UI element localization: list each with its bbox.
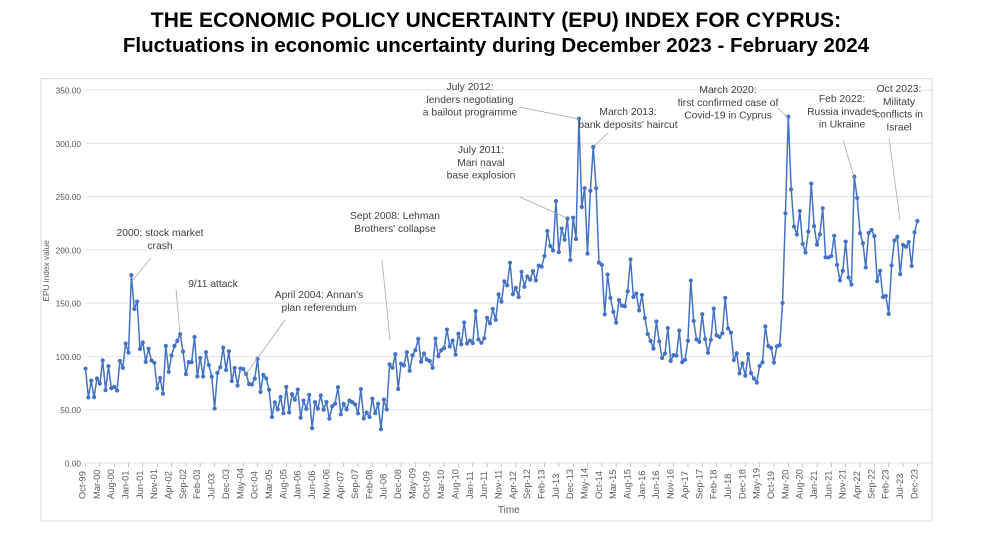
svg-text:March 2013:: March 2013: [599, 107, 656, 118]
svg-text:Sep-07: Sep-07 [350, 469, 360, 499]
svg-text:May-19: May-19 [752, 468, 762, 499]
svg-text:Time: Time [498, 505, 520, 516]
svg-text:50.00: 50.00 [60, 405, 81, 415]
svg-text:Jul-13: Jul-13 [551, 474, 561, 499]
svg-text:a bailout programme: a bailout programme [423, 108, 518, 119]
svg-text:base explosion: base explosion [447, 171, 516, 182]
svg-text:0.00: 0.00 [65, 459, 82, 469]
svg-text:Nov-01: Nov-01 [149, 469, 159, 499]
svg-text:crash: crash [147, 241, 172, 252]
svg-text:Oct-04: Oct-04 [250, 471, 260, 499]
svg-text:2000: stock market: 2000: stock market [117, 228, 204, 239]
svg-text:May-04: May-04 [235, 468, 245, 499]
svg-text:Oct-19: Oct-19 [766, 471, 776, 499]
svg-text:Mar-05: Mar-05 [264, 470, 274, 499]
svg-text:Jan-01: Jan-01 [121, 471, 131, 499]
svg-text:Sep-22: Sep-22 [866, 469, 876, 499]
svg-text:Aug-20: Aug-20 [795, 469, 805, 499]
svg-text:Brothers' collapse: Brothers' collapse [354, 224, 436, 235]
svg-text:Feb-23: Feb-23 [881, 470, 891, 499]
svg-text:Jun-21: Jun-21 [823, 471, 833, 499]
svg-text:350.00: 350.00 [56, 86, 82, 96]
svg-text:plan referendum: plan referendum [282, 303, 357, 314]
svg-text:Israel: Israel [886, 122, 911, 133]
svg-text:Nov-16: Nov-16 [666, 469, 676, 499]
svg-text:Jan-06: Jan-06 [293, 471, 303, 499]
svg-text:Jan-21: Jan-21 [809, 471, 819, 499]
svg-text:lenders negotiating: lenders negotiating [426, 95, 513, 106]
svg-text:100.00: 100.00 [56, 352, 82, 362]
svg-text:Militaty: Militaty [883, 97, 916, 108]
svg-text:Dec-13: Dec-13 [565, 469, 575, 499]
svg-text:Jun-11: Jun-11 [479, 471, 489, 499]
svg-text:Mar-00: Mar-00 [92, 470, 102, 499]
svg-text:Jan-11: Jan-11 [465, 471, 475, 499]
svg-text:Apr-12: Apr-12 [508, 471, 518, 499]
svg-text:Jun-06: Jun-06 [307, 471, 317, 499]
svg-text:Apr-22: Apr-22 [852, 471, 862, 499]
svg-text:conflicts in: conflicts in [875, 110, 923, 121]
svg-text:Jul-03: Jul-03 [207, 474, 217, 499]
svg-text:Jul-18: Jul-18 [723, 474, 733, 499]
svg-text:Nov-21: Nov-21 [838, 469, 848, 499]
svg-text:Feb-13: Feb-13 [536, 470, 546, 499]
svg-text:July 2012:: July 2012: [447, 82, 494, 93]
svg-text:Oct-09: Oct-09 [422, 471, 432, 499]
svg-text:Feb-08: Feb-08 [364, 470, 374, 499]
svg-text:Oct 2023:: Oct 2023: [877, 84, 922, 95]
svg-text:Sept 2008: Lehman: Sept 2008: Lehman [350, 211, 440, 222]
svg-text:Mari naval: Mari naval [457, 158, 505, 169]
svg-text:Nov-06: Nov-06 [321, 469, 331, 499]
svg-text:Aug-05: Aug-05 [278, 469, 288, 499]
svg-text:Sep-12: Sep-12 [522, 469, 532, 499]
svg-text:March 2020:: March 2020: [699, 85, 756, 96]
svg-text:150.00: 150.00 [56, 299, 82, 309]
svg-text:in Ukraine: in Ukraine [819, 120, 866, 131]
svg-text:Apr-02: Apr-02 [164, 471, 174, 499]
svg-text:Jun-16: Jun-16 [651, 471, 661, 499]
svg-text:Jun-01: Jun-01 [135, 471, 145, 499]
svg-text:Dec-23: Dec-23 [909, 469, 919, 499]
svg-text:Dec-08: Dec-08 [393, 469, 403, 499]
svg-text:July 2011:: July 2011: [458, 145, 504, 156]
svg-text:Covid-19 in Cyprus: Covid-19 in Cyprus [684, 111, 772, 122]
svg-text:Nov-11: Nov-11 [493, 470, 503, 499]
svg-text:Dec-03: Dec-03 [221, 469, 231, 499]
svg-text:Feb 2022:: Feb 2022: [819, 94, 865, 105]
svg-text:Jul-23: Jul-23 [895, 474, 905, 499]
svg-text:first confirmed case of: first confirmed case of [678, 98, 779, 109]
svg-text:Mar-20: Mar-20 [780, 470, 790, 499]
svg-text:May-14: May-14 [580, 468, 590, 499]
svg-text:Mar-10: Mar-10 [436, 470, 446, 499]
svg-text:Oct-99: Oct-99 [78, 471, 88, 499]
svg-text:Jan-16: Jan-16 [637, 471, 647, 499]
svg-text:Sep-17: Sep-17 [694, 469, 704, 499]
svg-text:Aug-00: Aug-00 [106, 469, 116, 499]
svg-text:200.00: 200.00 [56, 245, 82, 255]
svg-text:Jul-08: Jul-08 [379, 474, 389, 499]
svg-text:Apr-17: Apr-17 [680, 471, 690, 499]
svg-text:Feb-18: Feb-18 [709, 470, 719, 499]
svg-text:Feb-03: Feb-03 [192, 470, 202, 499]
svg-text:Russia invades: Russia invades [807, 107, 877, 118]
svg-text:Oct-14: Oct-14 [594, 471, 604, 499]
svg-text:Dec-18: Dec-18 [737, 469, 747, 499]
svg-text:April 2004: Annan's: April 2004: Annan's [275, 290, 363, 301]
svg-text:250.00: 250.00 [56, 192, 82, 202]
svg-text:Sep-02: Sep-02 [178, 469, 188, 499]
svg-text:May-09: May-09 [407, 468, 417, 499]
svg-text:Aug-10: Aug-10 [450, 469, 460, 499]
svg-text:bank deposits' haircut: bank deposits' haircut [578, 120, 677, 131]
svg-text:Apr-07: Apr-07 [336, 471, 346, 499]
svg-text:300.00: 300.00 [56, 139, 82, 149]
svg-text:Aug-15: Aug-15 [623, 469, 633, 499]
svg-text:EPU index value: EPU index value [41, 240, 51, 302]
svg-text:9/11 attack: 9/11 attack [188, 279, 238, 290]
svg-text:Mar-15: Mar-15 [608, 470, 618, 499]
